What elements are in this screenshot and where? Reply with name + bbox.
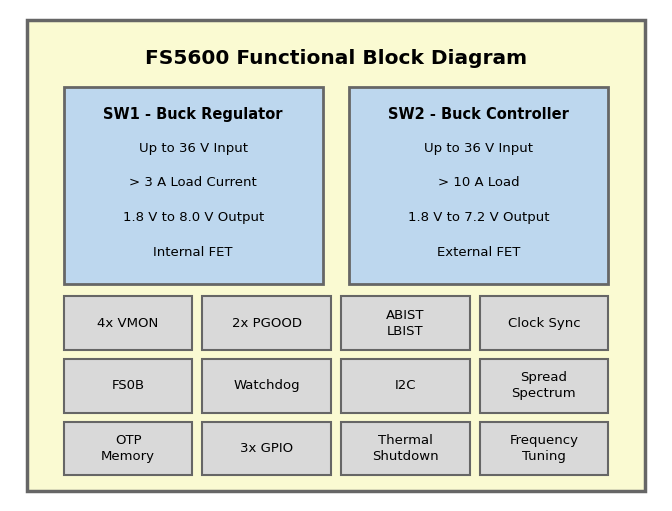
Text: Frequency
Tuning: Frequency Tuning: [509, 434, 579, 463]
Text: Spread
Spectrum: Spread Spectrum: [511, 371, 576, 400]
Text: SW1 - Buck Regulator: SW1 - Buck Regulator: [103, 107, 283, 123]
Text: I2C: I2C: [394, 379, 416, 392]
Text: 4x VMON: 4x VMON: [97, 317, 159, 330]
Text: External FET: External FET: [437, 246, 521, 259]
Text: SW2 - Buck Controller: SW2 - Buck Controller: [388, 107, 569, 123]
Bar: [480, 422, 608, 475]
Text: 2x PGOOD: 2x PGOOD: [232, 317, 302, 330]
Text: 1.8 V to 8.0 V Output: 1.8 V to 8.0 V Output: [122, 211, 264, 224]
Text: Up to 36 V Input: Up to 36 V Input: [138, 142, 248, 155]
Bar: [202, 422, 331, 475]
Bar: [480, 296, 608, 350]
Text: Internal FET: Internal FET: [153, 246, 233, 259]
Bar: [64, 359, 192, 412]
Bar: [341, 359, 470, 412]
Text: FS5600 Functional Block Diagram: FS5600 Functional Block Diagram: [145, 49, 527, 68]
Bar: [202, 296, 331, 350]
Bar: [341, 422, 470, 475]
Bar: [202, 359, 331, 412]
Text: > 10 A Load: > 10 A Load: [438, 176, 519, 190]
Bar: [480, 359, 608, 412]
Text: OTP
Memory: OTP Memory: [101, 434, 155, 463]
Bar: [64, 422, 192, 475]
Bar: [64, 296, 192, 350]
Bar: [349, 87, 608, 284]
Text: 3x GPIO: 3x GPIO: [240, 442, 293, 455]
Bar: [341, 296, 470, 350]
Text: FS0B: FS0B: [112, 379, 144, 392]
Text: Up to 36 V Input: Up to 36 V Input: [424, 142, 534, 155]
Text: Watchdog: Watchdog: [233, 379, 300, 392]
Text: Thermal
Shutdown: Thermal Shutdown: [372, 434, 439, 463]
Text: 1.8 V to 7.2 V Output: 1.8 V to 7.2 V Output: [408, 211, 550, 224]
Text: Clock Sync: Clock Sync: [507, 317, 580, 330]
Text: > 3 A Load Current: > 3 A Load Current: [129, 176, 257, 190]
Bar: [64, 87, 323, 284]
Text: ABIST
LBIST: ABIST LBIST: [386, 309, 425, 338]
